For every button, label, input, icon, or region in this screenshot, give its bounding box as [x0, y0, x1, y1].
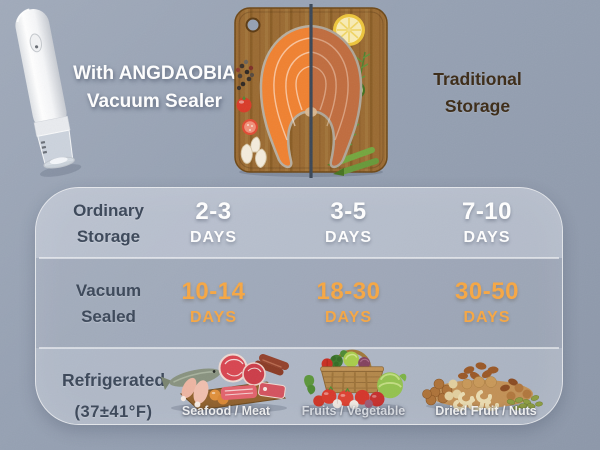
value-number: 10-14: [181, 278, 246, 305]
ordinary-fruits-days: 3-5 DAYS: [281, 198, 416, 250]
value-number: 3-5: [330, 198, 367, 225]
salmon-comparison-image: [230, 4, 392, 178]
comparison-divider-line: [309, 4, 313, 178]
value-unit: DAYS: [190, 229, 237, 246]
vacuum-seafood-days: 10-14 DAYS: [146, 278, 281, 330]
vacuum-nuts-days: 30-50 DAYS: [418, 278, 556, 330]
value-unit: DAYS: [463, 229, 511, 246]
value-unit: DAYS: [325, 309, 372, 326]
category-label-dried-fruit-nuts: Dried Fruit / Nuts: [435, 404, 537, 418]
value-number: 30-50: [455, 278, 519, 305]
brand-headline-line2: Vacuum Sealer: [86, 91, 223, 112]
value-unit: DAYS: [190, 309, 237, 326]
vacuum-fruits-days: 18-30 DAYS: [281, 278, 416, 330]
value-number: 18-30: [316, 278, 381, 305]
value-unit: DAYS: [463, 309, 511, 326]
value-number: 7-10: [461, 198, 513, 225]
table-row-vacuum-sealed: Vacuum Sealed 10-14 DAYS 18-30 DAYS 30-5…: [36, 258, 562, 348]
traditional-headline: Traditional Storage: [405, 66, 550, 120]
value-number: 2-3: [195, 198, 232, 225]
brand-headline: With ANGDAOBIA Vacuum Sealer: [52, 60, 257, 116]
storage-comparison-table: Ordinary Storage 2-3 DAYS 3-5 DAYS 7-10 …: [35, 187, 563, 425]
fruits-vegetable-photo: [291, 339, 416, 413]
table-row-ordinary-storage: Ordinary Storage 2-3 DAYS 3-5 DAYS 7-10 …: [36, 188, 562, 258]
value-unit: DAYS: [325, 229, 372, 246]
traditional-headline-line1: Traditional: [433, 69, 522, 89]
traditional-headline-line2: Storage: [444, 96, 511, 116]
category-label-fruits-vegetable: Fruits / Vegetable: [301, 404, 406, 418]
ordinary-nuts-days: 7-10 DAYS: [418, 198, 556, 250]
ordinary-seafood-days: 2-3 DAYS: [146, 198, 281, 250]
table-row-refrigerated: Refrigerated (37±41°F): [36, 348, 562, 424]
brand-headline-line1: With ANGDAOBIA: [73, 63, 236, 84]
